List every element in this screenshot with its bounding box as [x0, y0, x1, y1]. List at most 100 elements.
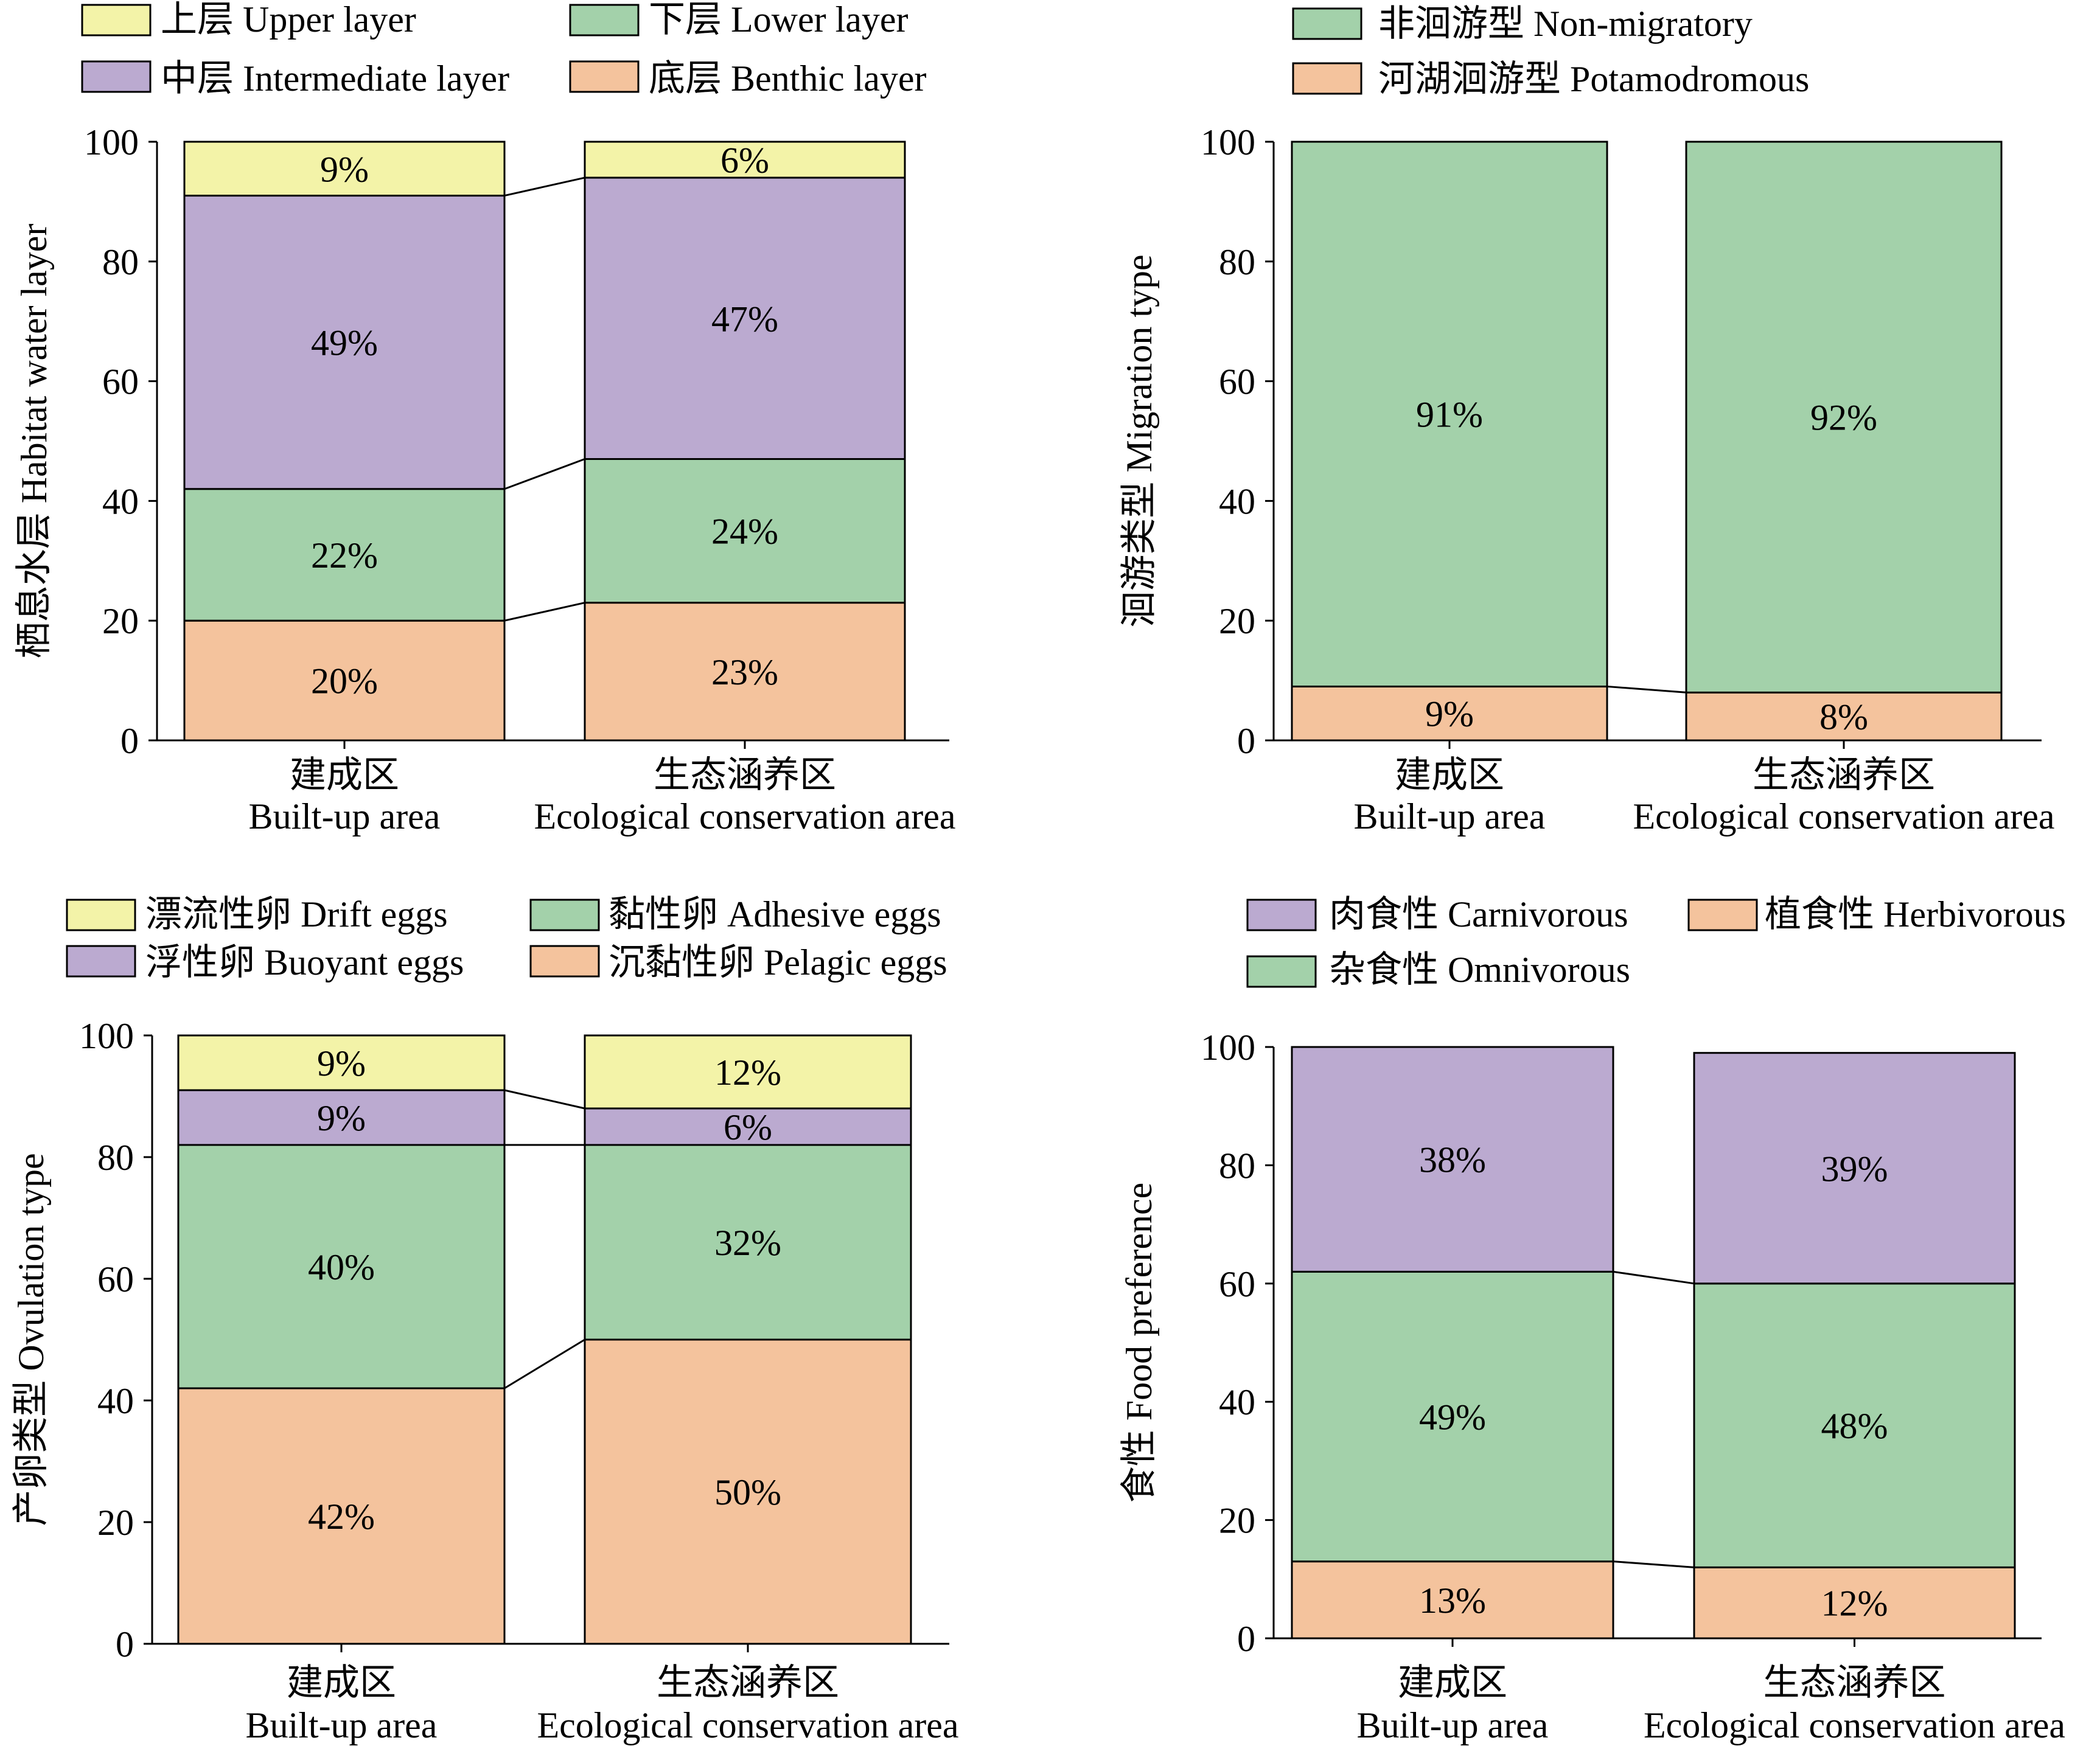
- y-tick-label: 20: [1219, 1501, 1255, 1541]
- bar-segment: [183, 619, 506, 742]
- legend-label: 非洄游型 Non-migratory: [1378, 4, 1753, 44]
- data-label: 12%: [1821, 1584, 1888, 1624]
- y-tick-label: 60: [102, 362, 139, 402]
- data-label: 9%: [1425, 694, 1474, 734]
- bar-segment: [1693, 1282, 2016, 1568]
- chart-panel-2: 非洄游型 Non-migratory 河湖洄游型 Potamodromous 9% 8…: [1119, 4, 2055, 836]
- x-tick-label-en: Built-up area: [1357, 1705, 1549, 1745]
- legend-label: 河湖洄游型 Potamodromous: [1378, 59, 1809, 99]
- y-tick-label: 40: [1219, 481, 1255, 521]
- data-label: 6%: [724, 1107, 772, 1147]
- data-label: 48%: [1821, 1406, 1888, 1446]
- y-tick-label: 60: [1219, 1264, 1255, 1304]
- chart-panel-4: 肉食性 Carnivorous 植食性 Herbivorous 杂食性 Omnivo…: [1119, 894, 2066, 1745]
- data-label: 49%: [1419, 1397, 1486, 1438]
- connector-line: [504, 176, 585, 197]
- legend-label: 中层 Intermediate layer: [161, 58, 509, 99]
- bar-segment: [1291, 1560, 1614, 1640]
- bar-segment: [584, 1107, 912, 1146]
- bar-segment: [1693, 1566, 2016, 1640]
- legend-label: 黏性卵 Adhesive eggs: [609, 894, 941, 934]
- data-label: 40%: [308, 1247, 375, 1287]
- data-label: 50%: [714, 1472, 781, 1512]
- x-tick-label-cn: 生态涵养区: [657, 1663, 839, 1703]
- bar-segment: [1291, 1046, 1614, 1273]
- legend-swatch: [1292, 7, 1362, 40]
- connector-line: [504, 602, 585, 622]
- data-label: 12%: [714, 1052, 781, 1093]
- legend-label: 沉黏性卵 Pelagic eggs: [609, 942, 947, 983]
- connector-line: [504, 458, 585, 490]
- legend-label: 下层 Lower layer: [649, 0, 909, 40]
- bar-segment: [177, 1034, 506, 1091]
- x-tick-label-en: Ecological conservation area: [1644, 1705, 2065, 1745]
- y-tick-label: 0: [1237, 1619, 1255, 1659]
- legend-label: 浮性卵 Buoyant eggs: [145, 942, 464, 983]
- x-tick-label-cn: 建成区: [1395, 755, 1504, 795]
- x-tick-label-en: Ecological conservation area: [537, 1705, 959, 1745]
- connector-line: [1606, 685, 1687, 694]
- legend-swatch: [81, 4, 152, 37]
- bar-segment: [1693, 1052, 2016, 1285]
- bar-segment: [584, 602, 906, 742]
- y-tick-label: 100: [84, 122, 139, 162]
- data-label: 23%: [711, 652, 778, 692]
- y-tick-label: 40: [102, 481, 139, 521]
- data-label: 91%: [1416, 395, 1483, 435]
- data-label: 39%: [1821, 1149, 1888, 1189]
- bar-segment: [177, 1387, 506, 1645]
- y-tick-label: 20: [102, 601, 139, 641]
- bar-segment: [1291, 1270, 1614, 1563]
- legend-swatch: [569, 60, 640, 93]
- data-label: 22%: [311, 535, 378, 576]
- legend-label: 底层 Benthic layer: [649, 58, 927, 99]
- legend-swatch: [81, 60, 152, 93]
- data-label: 20%: [311, 661, 378, 701]
- y-tick-label: 40: [1219, 1382, 1255, 1422]
- y-tick-label: 80: [1219, 242, 1255, 282]
- legend-swatch: [1246, 955, 1317, 988]
- x-tick-label-cn: 建成区: [287, 1663, 396, 1703]
- bar-segment: [1291, 141, 1608, 687]
- x-tick-label-cn: 生态涵养区: [1763, 1663, 1946, 1703]
- data-label: 13%: [1419, 1581, 1486, 1621]
- y-axis-label: 食性 Food preference: [1119, 1183, 1159, 1503]
- legend-label: 杂食性 Omnivorous: [1329, 950, 1630, 990]
- y-axis-label: 产卵类型 Ovulation type: [11, 1153, 51, 1526]
- legend-swatch: [1246, 899, 1317, 931]
- legend-swatch: [529, 945, 600, 978]
- x-tick-label-en: Ecological conservation area: [1633, 796, 2055, 836]
- bar-segment: [183, 195, 506, 490]
- y-tick-label: 40: [97, 1381, 134, 1421]
- y-tick-label: 100: [1201, 1028, 1255, 1068]
- legend-swatch: [529, 899, 600, 931]
- data-label: 9%: [317, 1098, 366, 1138]
- data-label: 8%: [1819, 697, 1868, 737]
- y-tick-label: 60: [97, 1259, 134, 1299]
- chart-panel-3: 漂流性卵 Drift eggs 黏性卵 Adhesive eggs 浮性卵 Buoy…: [11, 894, 959, 1745]
- bar-segment: [177, 1089, 506, 1146]
- x-tick-label-en: Built-up area: [1354, 796, 1546, 836]
- y-tick-label: 100: [1201, 122, 1255, 162]
- legend-swatch: [1687, 899, 1758, 931]
- chart-panel-1: 上层 Upper layer 下层 Lower layer 中层 Intermedi…: [14, 0, 956, 836]
- y-tick-label: 0: [1237, 721, 1255, 761]
- y-tick-label: 60: [1219, 362, 1255, 402]
- x-tick-label-cn: 生态涵养区: [654, 755, 836, 795]
- y-tick-label: 80: [102, 242, 139, 282]
- data-label: 24%: [711, 512, 778, 552]
- data-label: 42%: [308, 1497, 375, 1537]
- bar-segment: [1685, 691, 2003, 742]
- legend-swatch: [569, 4, 640, 37]
- y-tick-label: 0: [120, 721, 139, 761]
- data-label: 49%: [311, 323, 378, 363]
- legend-label: 漂流性卵 Drift eggs: [145, 894, 448, 934]
- data-label: 32%: [714, 1223, 781, 1263]
- legend-swatch: [66, 945, 136, 978]
- legend-label: 植食性 Herbivorous: [1765, 894, 2066, 934]
- bar-segment: [183, 141, 506, 197]
- bar-segment: [584, 458, 906, 604]
- data-label: 6%: [720, 141, 769, 181]
- data-label: 9%: [320, 149, 369, 189]
